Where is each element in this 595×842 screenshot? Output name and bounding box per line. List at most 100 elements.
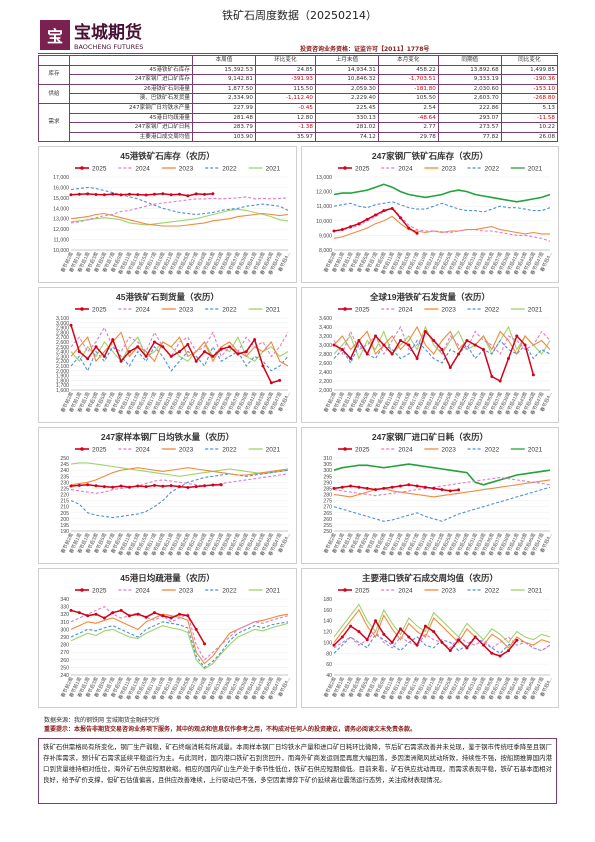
value-cell: 225.45 [314,102,379,114]
y-tick-label: 290 [323,480,332,486]
data-point-2025 [382,632,386,636]
y-tick-label: 215 [60,499,69,505]
chart-title: 247家样本钢厂日均铁水量（农历） [101,432,234,442]
data-point-2025 [144,354,148,358]
data-point-2025 [169,484,173,488]
series-line-2023 [70,467,289,486]
data-point-2025 [161,614,165,618]
series-line-2023 [333,325,551,356]
y-tick-label: 340 [60,597,69,603]
series-line-2025 [70,193,213,197]
legend-label: 2022 [222,166,237,173]
data-point-2025 [340,348,344,351]
legend-label: 2025 [355,447,370,454]
legend-marker [80,447,84,451]
data-point-2025 [398,627,402,631]
legend-label: 2021 [528,307,543,314]
chart-panel-port-outflow: 45港日均疏港量（农历） 2025 2024 2023 2022 2021 240 250 26… [38,568,297,708]
data-point-2025 [144,193,148,197]
data-point-2025 [228,345,232,349]
legend-label: 2023 [441,447,456,454]
data-point-2025 [127,192,131,196]
data-point-2025 [136,345,140,349]
data-point-2025 [482,348,486,351]
legend-label: 2024 [398,588,413,595]
data-point-2025 [415,643,419,647]
data-point-2025 [144,615,148,619]
legend-label: 2021 [266,166,281,173]
data-point-2025 [86,192,90,196]
data-point-2025 [423,485,427,489]
data-point-2025 [357,630,361,634]
value-cell: 2,334.90 [192,93,256,104]
summary-body: 库存 45港铁矿石库存 15,392.53 24.85 14,934.31 458.22 1… [38,64,559,143]
data-point-2025 [398,339,402,342]
legend-marker [80,166,84,170]
value-cell: 10,846.32 [314,74,379,85]
blank-header-cell [69,55,193,66]
value-cell: 2,229.40 [314,93,379,104]
value-cell: 1,877.50 [192,83,256,95]
data-point-2025 [102,354,106,358]
data-point-2025 [432,339,436,342]
data-point-2025 [490,651,494,655]
value-cell: 227.99 [192,102,256,114]
y-tick-label: 250 [60,456,69,462]
y-tick-label: 2,400 [319,370,332,376]
data-point-2025 [340,228,344,232]
y-tick-label: 1,700 [56,383,69,389]
value-cell: 2.77 [377,122,439,133]
y-tick-label: 260 [323,517,332,523]
data-point-2025 [186,485,190,489]
y-tick-label: 260 [60,658,69,664]
legend-label: 2025 [355,588,370,595]
data-point-2025 [194,627,198,631]
value-cell: 9,333.19 [437,74,502,85]
data-point-2025 [94,345,98,349]
data-point-2025 [119,484,123,488]
series-line-2022 [70,469,289,519]
y-tick-label: 10,000 [53,248,69,254]
data-point-2025 [203,484,207,488]
series-line-2021 [70,208,289,226]
legend-label: 2023 [441,166,456,173]
data-point-2025 [423,330,427,333]
data-point-2025 [77,611,81,615]
legend-label: 2025 [355,307,370,314]
data-point-2025 [136,612,140,616]
data-point-2025 [102,193,106,197]
series-line-2022 [70,345,289,373]
series-line-2023 [70,212,289,227]
series-line-2023 [333,215,550,239]
summary-table: 本周值 环比变化 上月末值 本月变化 同期值 同比变化 库存 45港铁矿石库存 15… [38,55,559,143]
legend-marker [80,588,84,592]
chart-panel-hot-metal: 247家样本钢厂日均铁水量（农历） 2025 2024 2023 2022 2021 190… [38,427,297,564]
data-point-2025 [94,612,98,616]
y-tick-label: 250 [323,529,332,535]
value-cell: 115.50 [254,83,316,95]
value-cell: 281.48 [192,112,256,124]
y-tick-label: 1,600 [56,388,69,394]
y-tick-label: 1,900 [56,374,69,380]
chart-svg: 45港铁矿石库存（农历） 2025 2024 2023 2022 2021 10,000 11… [53,151,292,276]
y-tick-label: 310 [60,620,69,626]
data-point-2025 [69,193,73,197]
legend-label: 2022 [485,307,500,314]
data-point-2025 [269,381,273,385]
data-point-2025 [465,646,469,650]
y-tick-label: 250 [60,665,69,671]
data-point-2025 [111,485,115,489]
value-cell: -1,703.51 [377,74,439,85]
y-tick-label: 12,000 [316,190,332,196]
y-tick-label: 300 [323,468,332,474]
series-line-2021 [70,622,289,670]
summary-row: 247家钢厂进口矿库存 9,142.81 -391.93 10,846.32 -1,70… [39,74,559,85]
y-tick-label: 195 [60,523,69,529]
data-point-2025 [77,192,81,196]
legend-label: 2025 [92,447,107,454]
legend-label: 2025 [92,166,107,173]
chart-panel-global-shipments: 全球19港铁矿石发货量（农历） 2025 2024 2023 2022 2021 2,000… [301,287,559,423]
y-tick-label: 1,800 [56,378,69,384]
data-point-2025 [152,340,156,344]
data-point-2025 [382,486,386,490]
